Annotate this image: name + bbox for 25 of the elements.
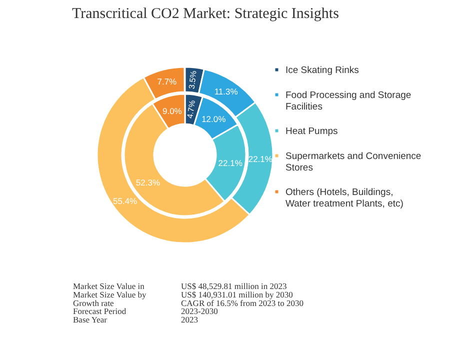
legend-label: Ice Skating Rinks [286,64,360,76]
text: Market Size Value by [73,289,148,300]
legend-label: Supermarkets and Convenience Stores [286,150,422,174]
data-label: 52.3% [136,177,160,188]
data-label: 9.0% [162,106,182,116]
data-label: 7.7% [157,76,178,87]
text: US$ 48,529.81 million in 2023 [181,281,287,291]
text: 2023 [181,314,198,325]
text: Growth rate [73,298,114,308]
text: Forecast Period [73,306,127,316]
text: 2023-2030 [181,306,218,316]
text: Base Year [73,314,108,325]
legend-label: Others (Hotels, Buildings, Water treatment Plants, etc) [286,186,404,210]
text: Market Size Value in [73,281,146,291]
legend-label: Heat Pumps [286,126,338,137]
data-label: 4.7% [185,100,198,120]
text: US$ 140,931.01 million by 2030 [181,289,293,300]
data-label: 12.0% [202,114,226,124]
legend-label: Food Processing and Storage Facilities [286,90,412,112]
data-label: 55.4% [113,196,138,206]
data-label: 3.5% [187,70,198,90]
data-label: 22.1% [218,158,243,168]
data-label: 11.3% [214,86,238,97]
text: CAGR of 16.5% from 2023 to 2030 [181,298,304,308]
chart-title: Transcritical CO2 Market: Strategic Insights [72,6,340,22]
